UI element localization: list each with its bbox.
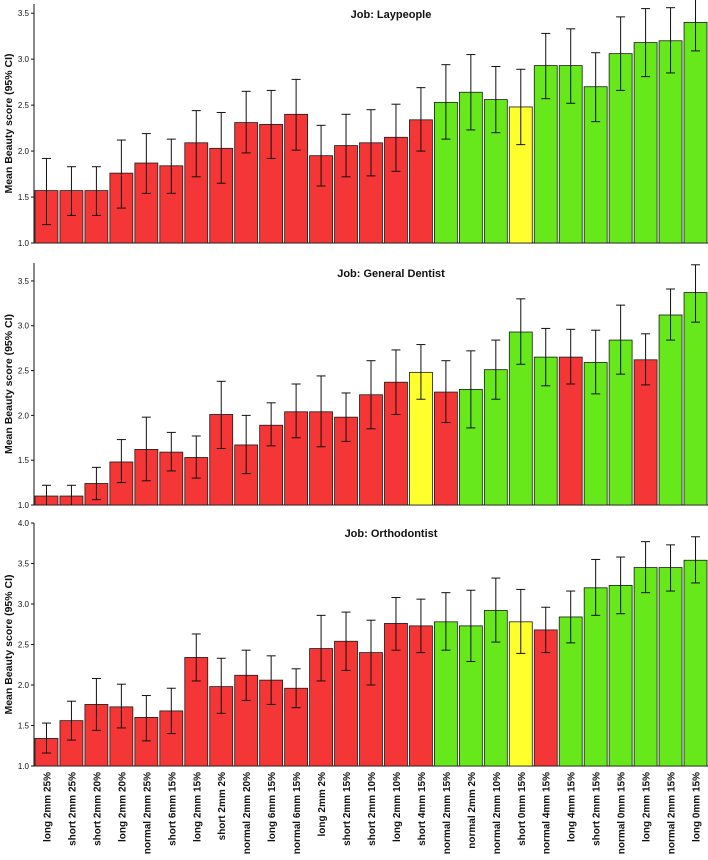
y-tick-label: 1.0 xyxy=(18,501,30,510)
x-tick-label: normal 2mm 2% xyxy=(467,772,478,849)
panel-title: Job: General Dentist xyxy=(337,268,445,280)
y-tick-label: 2.5 xyxy=(18,641,30,650)
x-tick-label: short 2mm 15% xyxy=(592,772,603,846)
panel-title: Job: Laypeople xyxy=(351,9,432,21)
bar xyxy=(683,292,708,506)
x-tick-label: short 0mm 15% xyxy=(517,772,528,846)
y-tick-label: 3.5 xyxy=(18,277,30,286)
bar xyxy=(683,21,708,244)
x-tick-label: long 2mm 2% xyxy=(317,772,328,837)
panel-1: 1.0 1.5 2.0 2.5 3.0 3.5 Mean Beauty score (95%… xyxy=(3,0,708,248)
y-tick-label: 3.5 xyxy=(18,560,30,569)
x-tick-label: normal 2mm 25% xyxy=(142,772,153,854)
y-tick-label: 1.5 xyxy=(18,193,30,202)
bar xyxy=(658,567,683,767)
x-tick-label: short 4mm 15% xyxy=(417,772,428,846)
y-axis-label: Mean Beauty score (95% CI) xyxy=(3,314,15,454)
y-tick-label: 1.5 xyxy=(18,456,30,465)
y-tick-label: 2.0 xyxy=(18,147,30,156)
x-tick-label: long 2mm 25% xyxy=(42,772,53,842)
x-tick-label: normal 0mm 15% xyxy=(617,772,628,854)
bar xyxy=(658,314,683,506)
y-tick-label: 3.0 xyxy=(18,600,30,609)
x-tick-label: normal 2mm 10% xyxy=(492,772,503,854)
y-tick-label: 3.5 xyxy=(18,9,30,18)
x-tick-label: short 2mm 20% xyxy=(92,772,103,846)
x-tick-label: short 6mm 15% xyxy=(167,772,178,846)
x-tick-label: long 0mm 15% xyxy=(692,772,703,842)
y-tick-label: 1.0 xyxy=(18,239,30,248)
y-tick-label: 3.0 xyxy=(18,55,30,64)
panel-2: 1.0 1.5 2.0 2.5 3.0 3.5 Mean Beauty score (95%… xyxy=(3,263,708,510)
x-tick-label: normal 4mm 15% xyxy=(542,772,553,854)
bar xyxy=(683,559,708,767)
y-tick-label: 2.5 xyxy=(18,367,30,376)
y-tick-label: 1.0 xyxy=(18,762,30,771)
y-tick-label: 2.0 xyxy=(18,411,30,420)
x-tick-label: short 2mm 2% xyxy=(217,772,228,840)
x-tick-label: short 2mm 25% xyxy=(67,772,78,846)
x-tick-label: long 4mm 15% xyxy=(567,772,578,842)
panel-title: Job: Orthodontist xyxy=(345,528,438,540)
y-tick-label: 4.0 xyxy=(18,519,30,528)
x-tick-label: normal 2mm 15% xyxy=(667,772,678,854)
x-tick-label: short 2mm 10% xyxy=(367,772,378,846)
y-tick-label: 3.0 xyxy=(18,322,30,331)
x-tick-label: normal 2mm 20% xyxy=(242,772,253,854)
x-tick-label: short 2mm 15% xyxy=(342,772,353,846)
x-tick-label: long 6mm 15% xyxy=(267,772,278,842)
x-tick-label: normal 6mm 15% xyxy=(292,772,303,854)
y-axis-label: Mean Beauty score (95% CI) xyxy=(3,574,15,714)
x-tick-label: long 2mm 20% xyxy=(117,772,128,842)
x-tick-label: long 2mm 10% xyxy=(392,772,403,842)
bar xyxy=(633,567,658,767)
x-tick-label: normal 2mm 15% xyxy=(442,772,453,854)
x-tick-label: long 2mm 15% xyxy=(642,772,653,842)
y-tick-label: 2.0 xyxy=(18,681,30,690)
y-tick-label: 1.5 xyxy=(18,722,30,731)
panel-3: 1.0 1.5 2.0 2.5 3.0 3.5 4.0 Mean Beauty score (… xyxy=(3,519,708,854)
x-tick-label: long 2mm 15% xyxy=(192,772,203,842)
y-tick-label: 2.5 xyxy=(18,101,30,110)
y-axis-label: Mean Beauty score (95% CI) xyxy=(3,53,15,193)
